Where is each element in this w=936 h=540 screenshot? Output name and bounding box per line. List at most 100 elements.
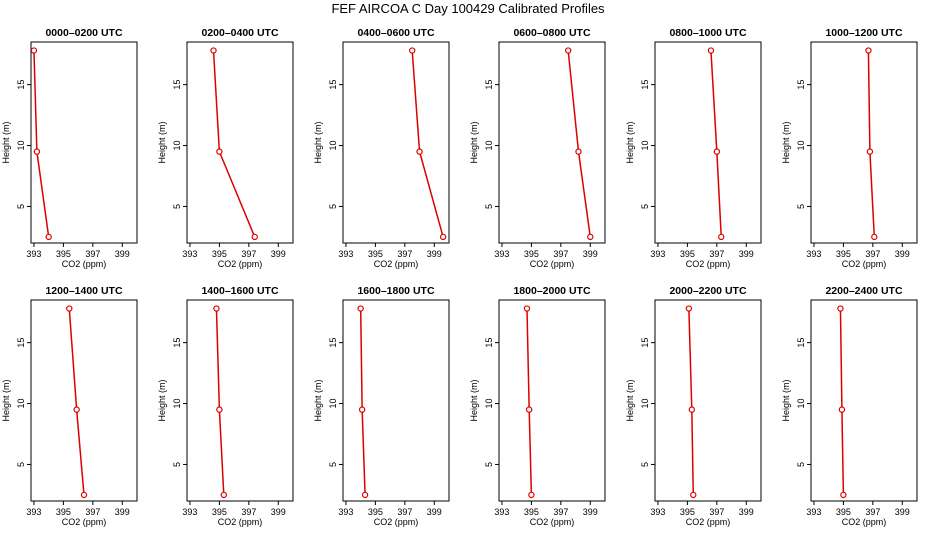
y-tick-label: 10: [640, 399, 650, 409]
data-point: [251, 233, 258, 241]
data-point: [871, 233, 878, 241]
x-tick-label: 393: [494, 249, 509, 259]
y-tick-label: 5: [796, 204, 806, 209]
y-tick-label: 15: [640, 80, 650, 90]
data-point: [358, 406, 366, 413]
plot-frame: [342, 299, 450, 502]
x-tick-label: 393: [338, 249, 353, 259]
x-axis-label: CO2 (ppm): [374, 517, 419, 527]
data-point: [840, 491, 847, 499]
x-tick-label: 399: [115, 507, 130, 517]
panel-title: 2000–2200 UTC: [669, 285, 746, 297]
data-point: [865, 47, 872, 54]
x-axis-label: CO2 (ppm): [686, 259, 731, 269]
data-point: [213, 305, 220, 312]
data-point: [408, 47, 416, 54]
x-tick-label: 395: [680, 249, 695, 259]
plot-frame: [186, 299, 294, 502]
y-tick-label: 5: [16, 462, 26, 467]
x-axis-label: CO2 (ppm): [218, 259, 263, 269]
y-tick-label: 5: [16, 204, 26, 209]
y-axis-label: Height (m): [1, 121, 11, 163]
x-tick-label: 399: [739, 249, 754, 259]
y-tick-label: 5: [172, 204, 182, 209]
y-tick-label: 10: [16, 141, 26, 151]
x-axis-label: CO2 (ppm): [842, 259, 887, 269]
panel-5: 0800–1000 UTC 393 395 397 399 5 10 15 CO2 (ppm) H…: [625, 27, 762, 269]
y-tick-label: 5: [328, 204, 338, 209]
y-tick-label: 15: [484, 80, 494, 90]
panel-title: 1200–1400 UTC: [45, 285, 122, 297]
plot-frame: [810, 299, 918, 502]
x-tick-label: 397: [553, 249, 568, 259]
x-tick-label: 399: [271, 249, 286, 259]
profile-line: [867, 50, 876, 237]
x-tick-label: 393: [182, 249, 197, 259]
data-point: [866, 148, 874, 155]
panel-title: 0400–0600 UTC: [357, 27, 434, 39]
x-tick-label: 395: [368, 249, 383, 259]
x-tick-label: 395: [524, 249, 539, 259]
y-axis-label: Height (m): [313, 379, 323, 421]
data-point: [525, 406, 533, 413]
panel-title: 2200–2400 UTC: [825, 285, 902, 297]
profile-line: [710, 50, 722, 237]
x-tick-label: 395: [368, 507, 383, 517]
y-tick-label: 5: [484, 462, 494, 467]
y-tick-label: 5: [640, 462, 650, 467]
profile-line: [359, 308, 366, 495]
x-tick-label: 395: [680, 507, 695, 517]
x-tick-label: 399: [115, 249, 130, 259]
x-tick-label: 397: [241, 249, 256, 259]
y-tick-label: 10: [796, 141, 806, 151]
y-tick-label: 10: [328, 141, 338, 151]
y-axis-label: Height (m): [157, 121, 167, 163]
profile-line: [33, 50, 50, 238]
x-axis-label: CO2 (ppm): [842, 517, 887, 527]
y-axis-label: Height (m): [469, 121, 479, 163]
data-point: [439, 233, 447, 241]
panel-4: 0600–0800 UTC 393 395 397 399 5 10 15 CO2 (ppm) H…: [469, 27, 606, 269]
panel-11: 2000–2200 UTC 393 395 397 399 5 10 15 CO2 (ppm) H…: [625, 285, 762, 527]
data-point: [707, 47, 715, 54]
profile-line: [215, 308, 225, 495]
plot-frame: [342, 41, 450, 244]
profile-line: [411, 50, 444, 238]
panel-9: 1600–1800 UTC 393 395 397 399 5 10 15 CO2 (ppm) H…: [313, 285, 450, 527]
x-tick-label: 397: [709, 249, 724, 259]
data-point: [73, 406, 80, 413]
y-axis-label: Height (m): [157, 379, 167, 421]
data-point: [523, 305, 531, 312]
x-tick-label: 397: [241, 507, 256, 517]
plot-frame: [810, 41, 918, 244]
profile-line: [688, 308, 695, 495]
x-axis-label: CO2 (ppm): [686, 517, 731, 527]
plot-frame: [30, 41, 138, 244]
data-point: [66, 305, 73, 312]
y-axis-label: Height (m): [625, 379, 635, 421]
y-tick-label: 10: [484, 399, 494, 409]
panel-title: 0800–1000 UTC: [669, 27, 746, 39]
y-tick-label: 10: [484, 141, 494, 151]
y-tick-label: 10: [796, 399, 806, 409]
x-tick-label: 395: [56, 507, 71, 517]
x-tick-label: 393: [338, 507, 353, 517]
y-tick-label: 15: [484, 338, 494, 348]
y-tick-label: 10: [172, 141, 182, 151]
y-tick-label: 15: [328, 338, 338, 348]
panel-2: 0200–0400 UTC 393 395 397 399 5 10 15 CO2 (ppm) H…: [157, 27, 294, 269]
x-tick-label: 395: [56, 249, 71, 259]
y-axis-label: Height (m): [469, 379, 479, 421]
data-point: [528, 491, 535, 499]
x-tick-label: 399: [427, 249, 442, 259]
x-tick-label: 393: [650, 249, 665, 259]
x-tick-label: 393: [650, 507, 665, 517]
figure-title: FEF AIRCOA C Day 100429 Calibrated Profi…: [331, 1, 605, 16]
panel-title: 1800–2000 UTC: [513, 285, 590, 297]
x-tick-label: 397: [85, 249, 100, 259]
panel-title: 1600–1800 UTC: [357, 285, 434, 297]
y-tick-label: 5: [796, 462, 806, 467]
data-point: [837, 305, 844, 312]
x-tick-label: 397: [865, 507, 880, 517]
x-axis-label: CO2 (ppm): [218, 517, 263, 527]
